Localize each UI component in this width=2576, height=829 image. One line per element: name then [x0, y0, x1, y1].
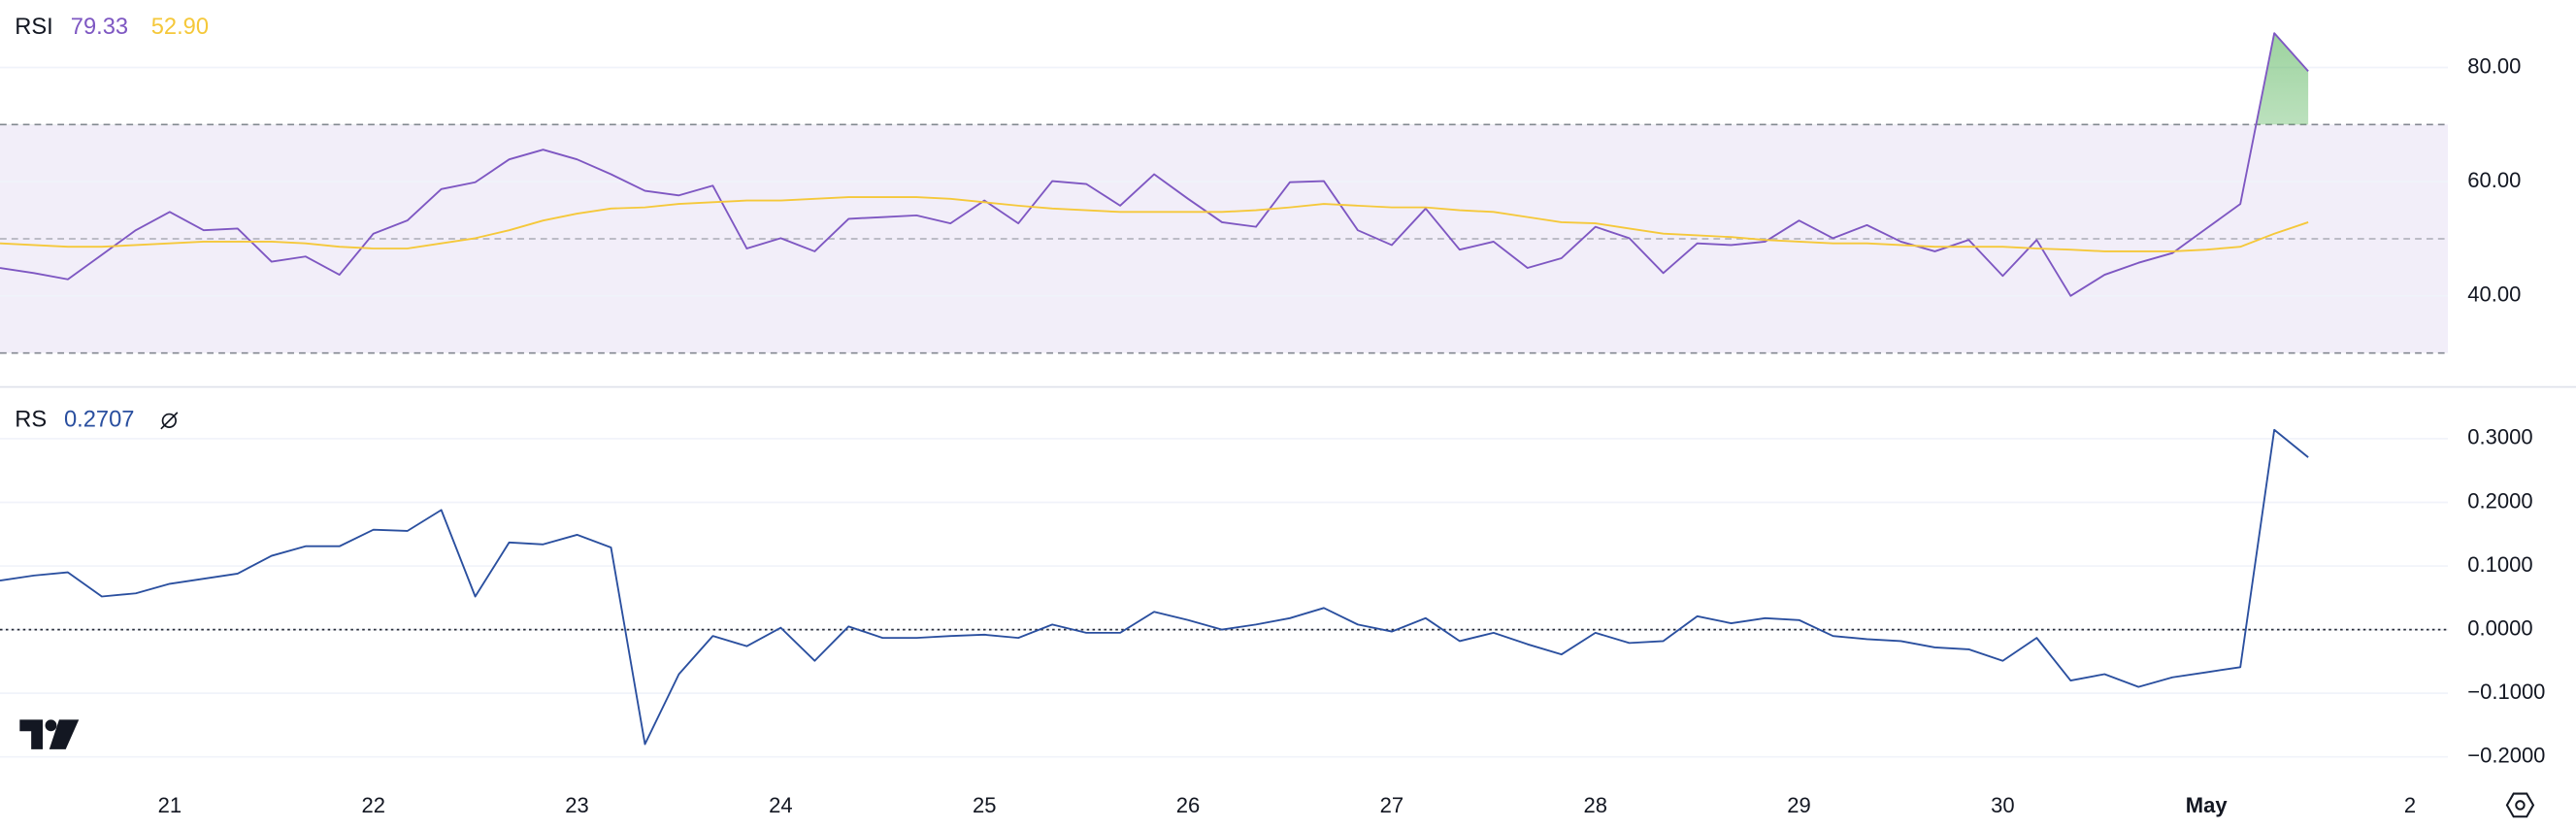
series-line — [0, 32, 2309, 297]
y-tick-label: 0.0000 — [2467, 615, 2532, 640]
grid-layer — [0, 66, 2448, 758]
hide-icon[interactable] — [160, 412, 179, 430]
legend-value: 79.33 — [71, 15, 128, 40]
text-layer: RSI 79.33 52.90 RS 0.2707 21 22 23 24 25 26 27… — [15, 15, 2545, 817]
legend-value: 0.2707 — [64, 408, 134, 433]
y-tick-label: −0.1000 — [2467, 680, 2545, 704]
x-tick-label: 23 — [565, 793, 588, 817]
y-tick-label: 0.2000 — [2467, 488, 2532, 513]
pane-title: RSI — [15, 15, 53, 40]
series-line — [0, 196, 2309, 252]
y-tick-label: 80.00 — [2467, 53, 2521, 78]
y-tick-label: −0.2000 — [2467, 744, 2545, 768]
legend-value: 52.90 — [151, 15, 209, 40]
mark-layer — [0, 32, 2309, 746]
x-tick-label: 22 — [361, 793, 384, 817]
x-tick-label: May — [2186, 793, 2229, 817]
x-tick-label: 25 — [973, 793, 996, 817]
x-tick-label: 28 — [1583, 793, 1606, 817]
x-tick-label: 29 — [1787, 793, 1810, 817]
series-line — [0, 428, 2309, 746]
logo[interactable] — [19, 719, 80, 749]
settings-icon[interactable] — [2505, 792, 2535, 818]
y-tick-label: 0.1000 — [2467, 552, 2532, 577]
x-tick-label: 24 — [769, 793, 792, 817]
pane-title: RS — [15, 408, 47, 433]
x-tick-label: 2 — [2404, 793, 2416, 817]
x-tick-label: 27 — [1380, 793, 1404, 817]
y-tick-label: 0.3000 — [2467, 425, 2532, 449]
y-tick-label: 60.00 — [2467, 168, 2521, 192]
x-tick-label: 30 — [1991, 793, 2014, 817]
y-tick-label: 40.00 — [2467, 282, 2521, 307]
x-tick-label: 21 — [158, 793, 182, 817]
x-tick-label: 26 — [1176, 793, 1200, 817]
